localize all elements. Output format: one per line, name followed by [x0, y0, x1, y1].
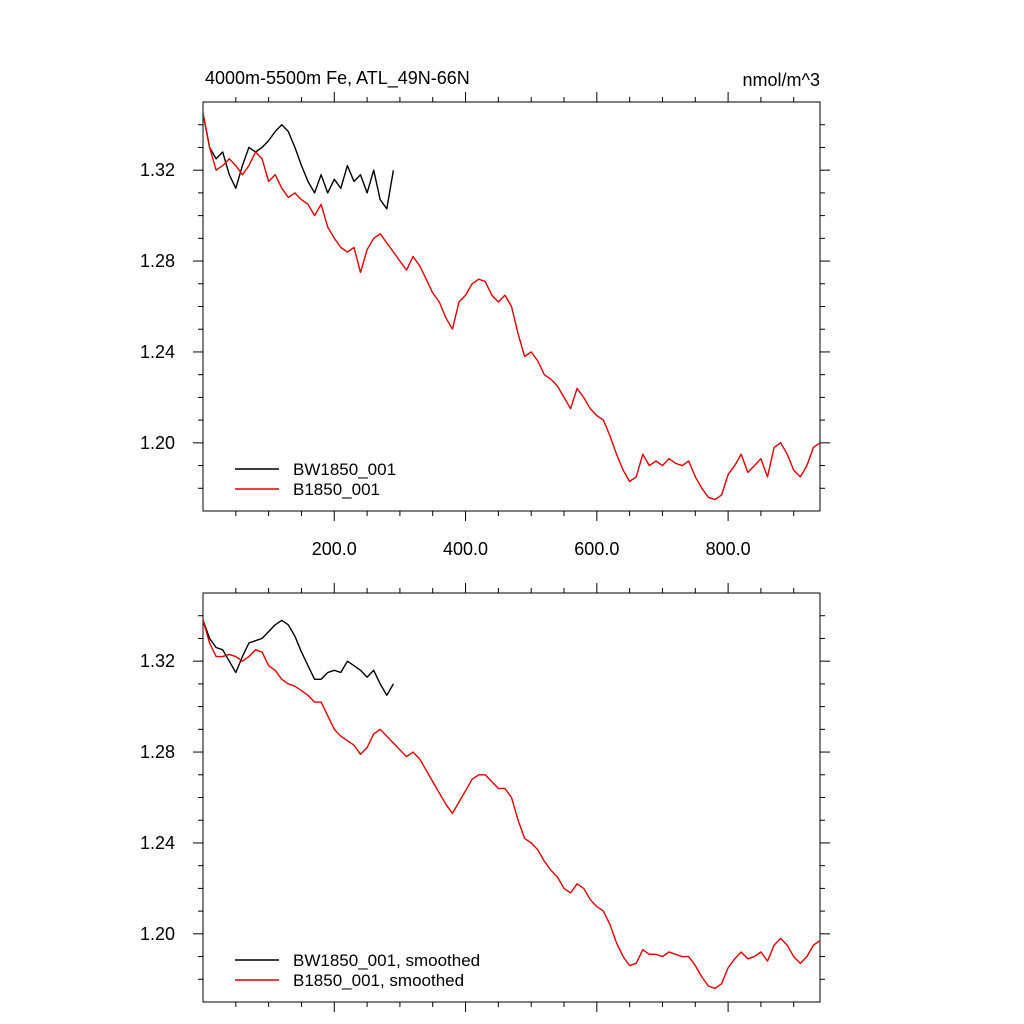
- legend-label: B1850_001: [293, 480, 380, 499]
- y-tick-label: 1.28: [140, 251, 175, 271]
- legend-label: B1850_001, smoothed: [293, 971, 464, 990]
- y-tick-label: 1.32: [140, 651, 175, 671]
- x-tick-label: 800.0: [706, 539, 751, 559]
- chart-title: 4000m-5500m Fe, ATL_49N-66N: [205, 68, 470, 89]
- legend-label: BW1850_001: [293, 460, 396, 479]
- x-tick-label: 600.0: [574, 539, 619, 559]
- y-tick-label: 1.20: [140, 924, 175, 944]
- units-label: nmol/m^3: [743, 70, 820, 90]
- bottom-chart-panel: 1.20 1.24 1.28 1.32 BW1850_001, smoothedB185…: [140, 583, 830, 1012]
- y-tick-label: 1.20: [140, 433, 175, 453]
- y-tick-label: 1.28: [140, 742, 175, 762]
- black-series-line: [203, 619, 395, 696]
- legend-label: BW1850_001, smoothed: [293, 951, 480, 970]
- y-tick-label: 1.32: [140, 160, 175, 180]
- x-tick-label: 400.0: [443, 539, 488, 559]
- y-tick-label: 1.24: [140, 833, 175, 853]
- red-series-line: [203, 113, 820, 501]
- black-series-line: [203, 113, 395, 210]
- x-tick-label: 200.0: [312, 539, 357, 559]
- red-series-line: [203, 620, 820, 990]
- top-chart-panel: 200.0 400.0 600.0 800.0 1.20 1.24 1.28 1.32 BW18…: [140, 92, 830, 559]
- y-tick-label: 1.24: [140, 342, 175, 362]
